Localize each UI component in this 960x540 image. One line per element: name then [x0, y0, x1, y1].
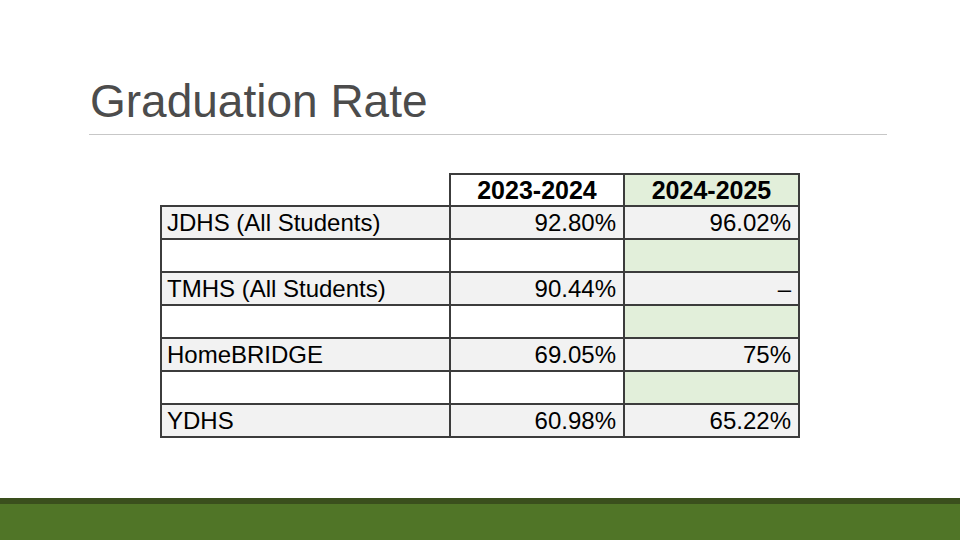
spacer-cell [161, 371, 450, 404]
spacer-cell [624, 305, 799, 338]
table-spacer-row [161, 239, 799, 272]
jdhs-value-2024-2025: 96.02% [624, 206, 799, 239]
tmhs-value-2024-2025: – [624, 272, 799, 305]
spacer-cell [450, 305, 624, 338]
graduation-rate-table: 2023-2024 2024-2025 JDHS (All Students) … [160, 173, 800, 438]
row-label-ydhs: YDHS [161, 404, 450, 437]
table-spacer-row [161, 305, 799, 338]
table-corner-cell [161, 174, 450, 206]
table-row-jdhs: JDHS (All Students) 92.80% 96.02% [161, 206, 799, 239]
spacer-cell [450, 371, 624, 404]
homebridge-value-2023-2024: 69.05% [450, 338, 624, 371]
table-header-row: 2023-2024 2024-2025 [161, 174, 799, 206]
ydhs-value-2023-2024: 60.98% [450, 404, 624, 437]
row-label-homebridge: HomeBRIDGE [161, 338, 450, 371]
table-row-ydhs: YDHS 60.98% 65.22% [161, 404, 799, 437]
spacer-cell [161, 239, 450, 272]
column-header-2023-2024: 2023-2024 [450, 174, 624, 206]
title-divider-line [89, 134, 887, 135]
table-spacer-row [161, 371, 799, 404]
slide-title: Graduation Rate [90, 76, 428, 127]
column-header-2024-2025: 2024-2025 [624, 174, 799, 206]
spacer-cell [161, 305, 450, 338]
ydhs-value-2024-2025: 65.22% [624, 404, 799, 437]
spacer-cell [624, 239, 799, 272]
tmhs-value-2023-2024: 90.44% [450, 272, 624, 305]
jdhs-value-2023-2024: 92.80% [450, 206, 624, 239]
table-row-homebridge: HomeBRIDGE 69.05% 75% [161, 338, 799, 371]
table-row-tmhs: TMHS (All Students) 90.44% – [161, 272, 799, 305]
row-label-jdhs: JDHS (All Students) [161, 206, 450, 239]
spacer-cell [450, 239, 624, 272]
slide-footer-band [0, 498, 960, 540]
homebridge-value-2024-2025: 75% [624, 338, 799, 371]
spacer-cell [624, 371, 799, 404]
row-label-tmhs: TMHS (All Students) [161, 272, 450, 305]
presentation-slide: Graduation Rate 2023-2024 2024-2025 JDHS… [0, 0, 960, 540]
